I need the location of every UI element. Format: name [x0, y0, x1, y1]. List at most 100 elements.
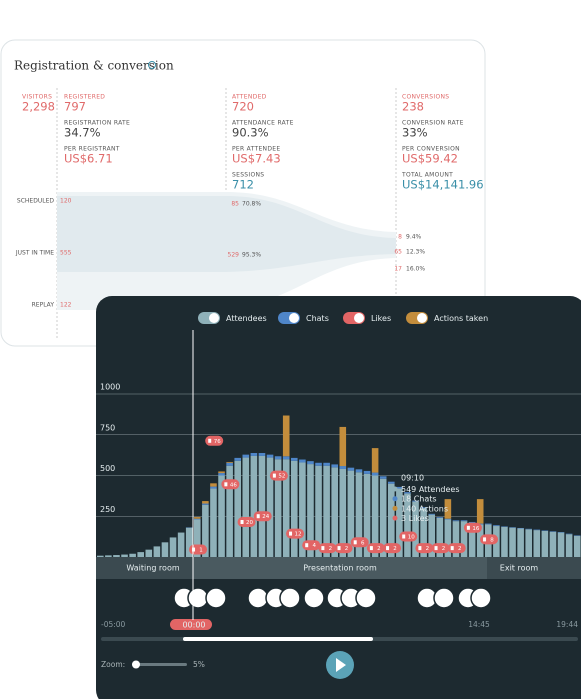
- like-icon: [192, 547, 196, 552]
- metric-label: ATTENDANCE RATE: [232, 120, 294, 127]
- metric-value: 2,298: [22, 100, 55, 114]
- bar-attendees: [185, 527, 193, 557]
- like-icon: [208, 438, 212, 443]
- phase-label: Waiting room: [126, 564, 179, 573]
- play-icon: [336, 658, 346, 672]
- bar-actions: [476, 499, 484, 524]
- row-label: JUST IN TIME: [15, 250, 54, 257]
- bar-actions: [218, 471, 225, 474]
- bar-attendees: [525, 529, 532, 557]
- bar-attendees: [250, 455, 258, 557]
- bar-chats: [323, 462, 330, 466]
- bar-chats: [412, 500, 419, 502]
- bar-chats: [226, 462, 233, 466]
- y-tick-label: 250: [100, 505, 115, 514]
- time-label: 19:44: [556, 620, 578, 629]
- like-count: 52: [278, 474, 285, 480]
- like-icon: [321, 546, 325, 551]
- like-count: 10: [408, 535, 415, 541]
- legend-label: Chats: [306, 314, 329, 323]
- conv-rate: 12.3%: [406, 249, 425, 256]
- bar-attendees: [226, 465, 233, 557]
- bar-chats: [339, 466, 347, 469]
- bar-attendees: [476, 524, 484, 557]
- bar-attendees: [347, 470, 355, 557]
- current-time-badge[interactable]: [170, 619, 212, 630]
- like-icon: [402, 534, 406, 539]
- bar-attendees: [460, 521, 468, 557]
- like-icon: [224, 482, 228, 487]
- bar-chats: [234, 457, 241, 461]
- bar-chats: [242, 454, 250, 458]
- like-icon: [418, 546, 422, 551]
- bar-attendees: [371, 475, 379, 557]
- bar-attendees: [323, 465, 330, 557]
- progress[interactable]: [183, 637, 373, 641]
- conv-value: 8: [398, 234, 402, 241]
- bar-attendees: [517, 528, 524, 557]
- tooltip-time: 09:10: [401, 474, 424, 483]
- time-label: 00:00: [182, 621, 205, 630]
- tooltip-dot: [392, 486, 398, 492]
- like-icon: [450, 546, 454, 551]
- conv-value: 17: [394, 266, 402, 273]
- bar-chats: [363, 470, 371, 474]
- bar-chats: [371, 472, 379, 476]
- like-icon: [256, 514, 260, 519]
- like-count: 6: [361, 540, 365, 546]
- zoom-value: 5%: [193, 660, 205, 669]
- bar-actions: [226, 461, 233, 463]
- like-icon: [272, 473, 276, 478]
- like-count: 76: [214, 439, 221, 445]
- like-count: 16: [472, 526, 479, 532]
- time-label: 14:45: [468, 620, 490, 629]
- row-value: 555: [60, 250, 72, 257]
- like-badge: [318, 543, 337, 554]
- like-count: 8: [490, 537, 494, 543]
- metric-value: 238: [402, 100, 424, 114]
- metric-value: 90.3%: [232, 126, 269, 140]
- like-badge: [189, 544, 208, 555]
- like-badge: [366, 543, 385, 554]
- legend-label: Likes: [371, 314, 391, 323]
- tooltip-line: 549 Attendees: [401, 485, 460, 494]
- bar-chats: [460, 520, 468, 522]
- zoom-knob[interactable]: [132, 660, 140, 669]
- bar-attendees: [565, 534, 573, 557]
- legend-label: Actions taken: [434, 314, 488, 323]
- row-value: 122: [60, 302, 72, 309]
- bar-chats: [250, 453, 258, 456]
- like-badge: [415, 543, 434, 554]
- bar-attendees: [161, 542, 169, 557]
- bar-chats: [299, 459, 306, 463]
- time-label: -05:00: [101, 620, 126, 629]
- bar-attendees: [234, 460, 241, 557]
- bar-chats: [331, 464, 338, 468]
- bar-chats: [266, 454, 274, 458]
- bar-attendees: [509, 527, 516, 557]
- like-icon: [369, 546, 373, 551]
- bar-chats: [493, 525, 500, 527]
- bar-chats: [428, 513, 435, 515]
- bar-chats: [258, 453, 266, 456]
- bar-chats: [452, 520, 460, 522]
- bar-attendees: [436, 517, 444, 557]
- like-count: 12: [295, 532, 302, 538]
- y-tick-label: 500: [100, 464, 115, 473]
- bar-attendees: [113, 555, 120, 557]
- bar-attendees: [388, 483, 395, 557]
- bar-attendees: [315, 465, 322, 557]
- like-badge: [205, 435, 224, 446]
- like-badge: [237, 517, 256, 527]
- bar-attendees: [153, 546, 161, 557]
- legend-label: Attendees: [226, 314, 267, 323]
- bar-chats: [388, 481, 395, 484]
- bar-attendees: [129, 553, 136, 557]
- like-count: 2: [442, 546, 446, 552]
- row-label: SCHEDULED: [17, 198, 54, 205]
- metric-value: US$7.43: [232, 152, 281, 166]
- zoom-slider[interactable]: [132, 663, 187, 666]
- info-icon[interactable]: [148, 61, 156, 69]
- metric-label: ATTENDED: [232, 94, 267, 101]
